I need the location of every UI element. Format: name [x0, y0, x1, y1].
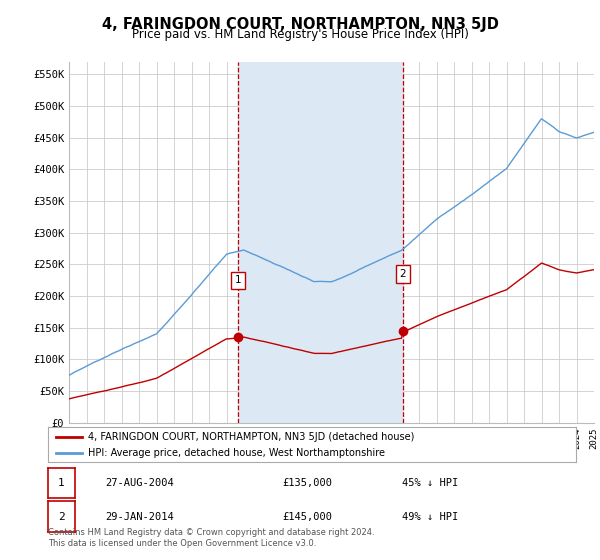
Text: 29-JAN-2014: 29-JAN-2014: [105, 512, 174, 521]
Text: Contains HM Land Registry data © Crown copyright and database right 2024.
This d: Contains HM Land Registry data © Crown c…: [48, 528, 374, 548]
Text: 27-AUG-2004: 27-AUG-2004: [105, 478, 174, 488]
Text: Price paid vs. HM Land Registry's House Price Index (HPI): Price paid vs. HM Land Registry's House …: [131, 28, 469, 41]
Bar: [238, 62, 403, 423]
Text: 2: 2: [400, 269, 406, 279]
Text: £145,000: £145,000: [282, 512, 332, 521]
Text: £135,000: £135,000: [282, 478, 332, 488]
Text: 49% ↓ HPI: 49% ↓ HPI: [402, 512, 458, 521]
Text: 45% ↓ HPI: 45% ↓ HPI: [402, 478, 458, 488]
Text: 2: 2: [58, 512, 65, 521]
Text: 1: 1: [58, 478, 65, 488]
Text: HPI: Average price, detached house, West Northamptonshire: HPI: Average price, detached house, West…: [88, 449, 385, 458]
Text: 1: 1: [235, 275, 241, 285]
Text: 4, FARINGDON COURT, NORTHAMPTON, NN3 5JD: 4, FARINGDON COURT, NORTHAMPTON, NN3 5JD: [101, 17, 499, 32]
Text: 4, FARINGDON COURT, NORTHAMPTON, NN3 5JD (detached house): 4, FARINGDON COURT, NORTHAMPTON, NN3 5JD…: [88, 432, 414, 442]
